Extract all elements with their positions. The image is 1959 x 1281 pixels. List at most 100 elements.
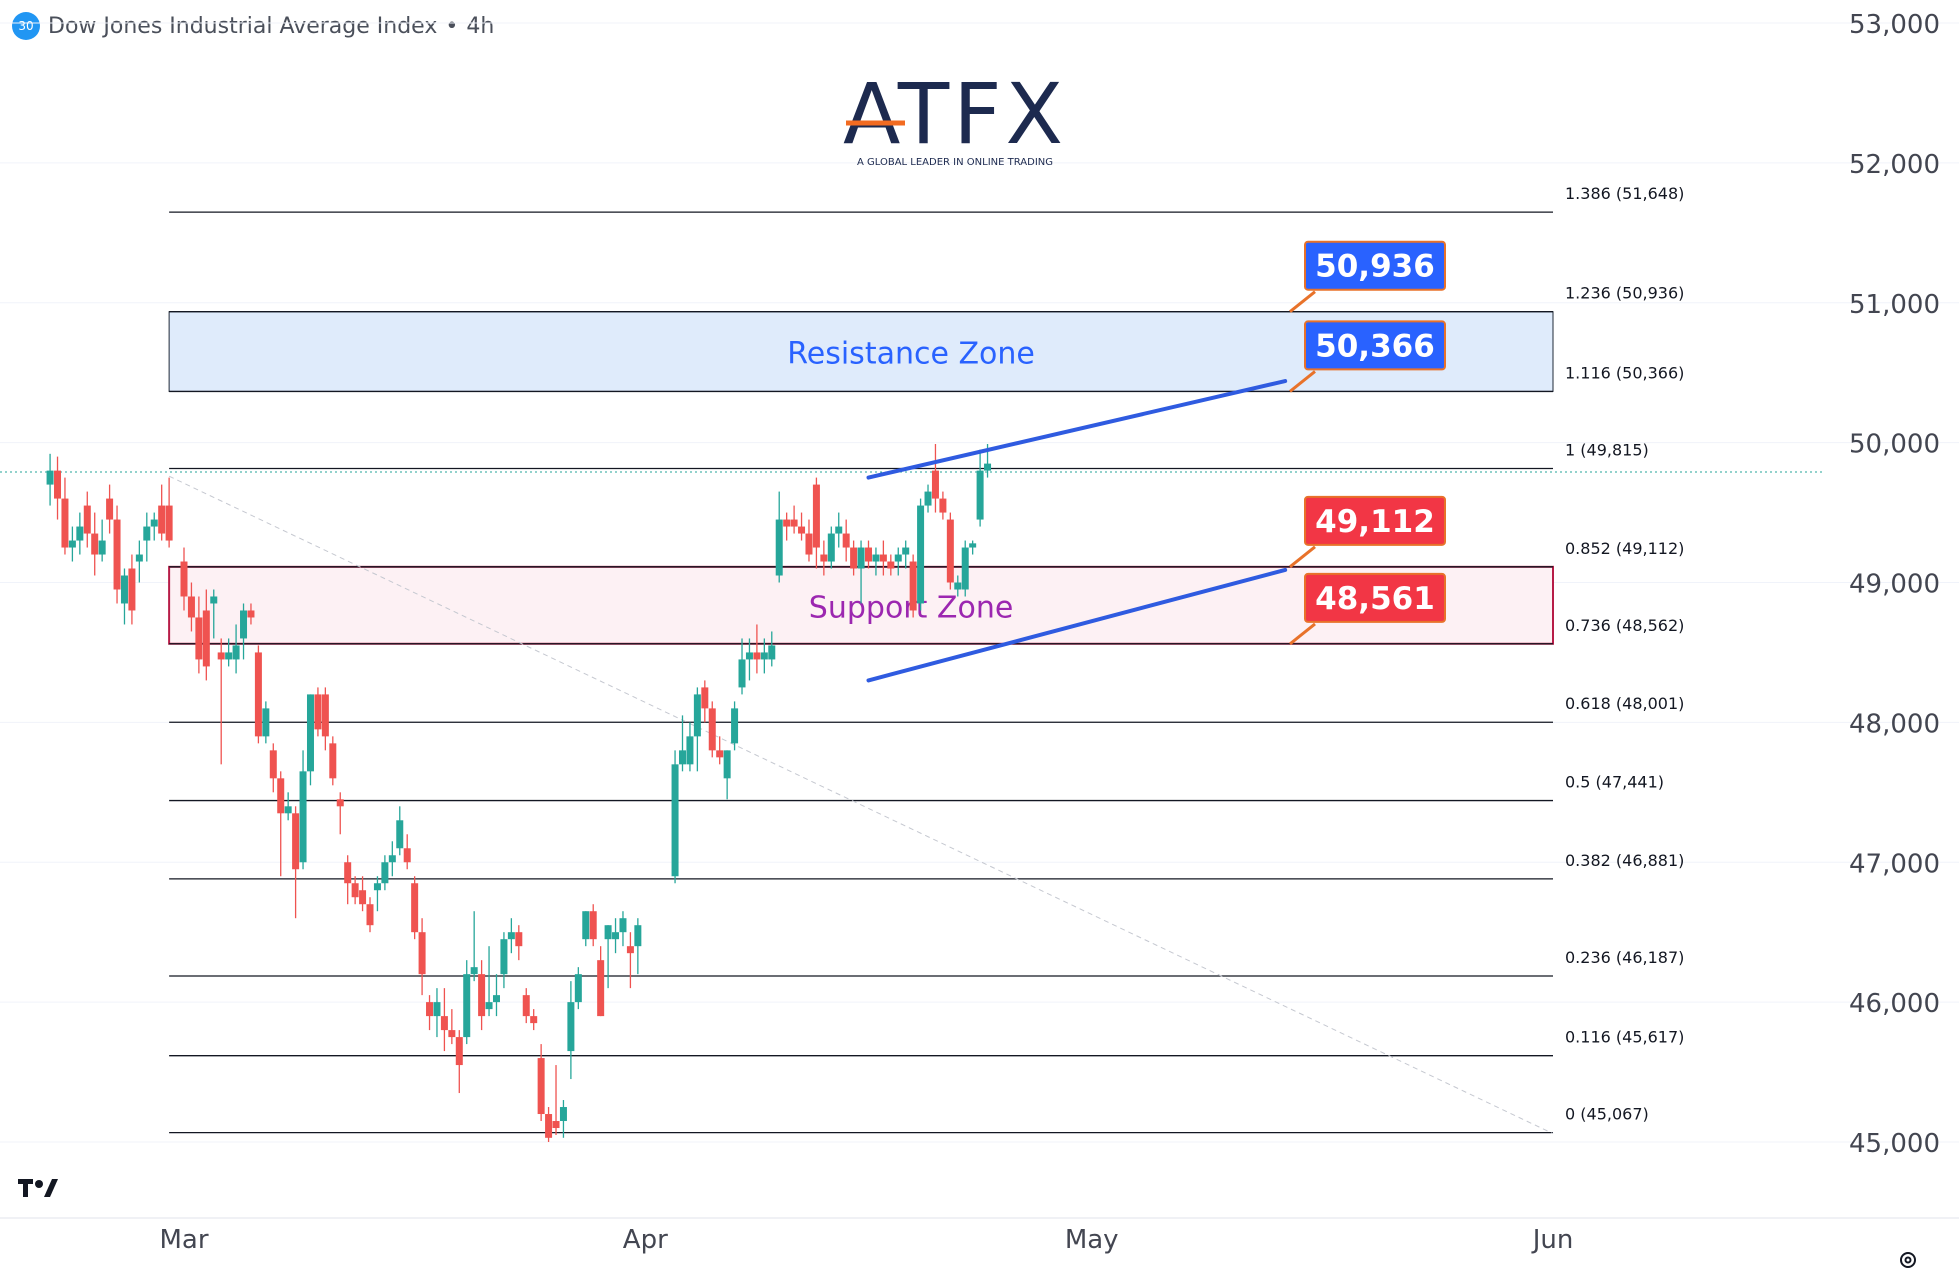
- price-label-box: [1304, 572, 1446, 623]
- candle-down: [113, 519, 121, 590]
- candle-up: [738, 659, 746, 688]
- symbol-title: Dow Jones Industrial Average Index: [48, 13, 438, 39]
- candle-up: [954, 582, 962, 590]
- candle-up: [463, 974, 471, 1038]
- candle-down: [552, 1121, 560, 1129]
- candle-up: [827, 533, 835, 562]
- candle-down: [329, 743, 337, 779]
- candle-down: [344, 862, 352, 884]
- candle-down: [783, 519, 791, 527]
- y-tick-label: 49,000: [1849, 570, 1940, 600]
- candle-up: [299, 771, 307, 863]
- candle-down: [359, 890, 367, 905]
- candle-up: [396, 820, 404, 849]
- candle-down: [537, 1058, 545, 1115]
- candle-down: [455, 1037, 463, 1066]
- candle-down: [812, 484, 820, 548]
- price-label-text: 50,936: [1315, 249, 1435, 285]
- title-separator: •: [445, 13, 459, 39]
- candle-up: [634, 925, 642, 947]
- candle-up: [671, 764, 679, 877]
- y-tick-label: 47,000: [1849, 849, 1940, 879]
- candle-down: [939, 498, 947, 513]
- candle-down: [805, 533, 813, 555]
- price-label-pointer: [1289, 370, 1316, 393]
- price-labels-layer: 50,936 50,366 49,112 48,561: [1289, 240, 1446, 646]
- candle-down: [61, 498, 69, 548]
- candle-up: [686, 736, 694, 765]
- candle-up: [582, 911, 590, 940]
- price-label-pointer: [1289, 290, 1316, 313]
- candle-up: [210, 596, 218, 604]
- candle-down: [545, 1114, 553, 1138]
- candle-down: [202, 610, 210, 667]
- candle-up: [835, 526, 843, 534]
- y-axis[interactable]: 45,000 46,000 47,000 48,000 49,000 50,000 51,0…: [1849, 10, 1940, 1159]
- candle-down: [708, 708, 716, 751]
- candle-down: [478, 974, 486, 1017]
- candle-up: [872, 554, 880, 562]
- candle-down: [946, 519, 954, 583]
- candle-down: [753, 652, 761, 660]
- y-tick-label: 45,000: [1849, 1129, 1940, 1159]
- candle-down: [931, 470, 939, 499]
- atfx-logo-text: ATFX: [843, 65, 1067, 163]
- price-label-text: 49,112: [1315, 504, 1435, 540]
- candle-up: [678, 750, 686, 765]
- fib-label: 0.236 (46,187): [1565, 948, 1684, 967]
- x-axis[interactable]: Mar Apr May Jun: [159, 1225, 1573, 1255]
- candle-up: [381, 862, 389, 884]
- candle-down: [589, 911, 597, 940]
- candle-down: [426, 1002, 434, 1017]
- candle-down: [842, 533, 850, 548]
- candle-down: [158, 505, 166, 534]
- candle-down: [217, 652, 225, 660]
- candle-down: [850, 547, 858, 569]
- candle-up: [567, 1002, 575, 1052]
- candle-up: [976, 470, 984, 520]
- candle-down: [522, 995, 530, 1017]
- price-label-box: [1304, 495, 1446, 546]
- candle-up: [961, 547, 969, 590]
- candle-up: [768, 645, 776, 660]
- x-tick-label: May: [1065, 1225, 1119, 1255]
- x-tick-label: Jun: [1531, 1225, 1574, 1255]
- candle-down: [180, 561, 188, 597]
- candle-down: [411, 883, 419, 933]
- candle-down: [798, 526, 806, 534]
- candle-up: [731, 708, 739, 744]
- candle-down: [128, 568, 136, 611]
- candle-down: [626, 946, 634, 954]
- candle-up: [902, 547, 910, 555]
- candle-up: [135, 554, 143, 562]
- candle-up: [225, 652, 233, 660]
- interval-label[interactable]: 4h: [466, 13, 495, 39]
- candle-down: [187, 596, 195, 618]
- candle-down: [269, 750, 277, 779]
- gear-icon[interactable]: [1897, 1249, 1919, 1271]
- candle-down: [314, 694, 322, 730]
- candle-up: [612, 932, 620, 940]
- candle-up: [507, 932, 515, 940]
- fib-label: 1.116 (50,366): [1565, 363, 1684, 382]
- candle-up: [143, 526, 151, 541]
- candle-up: [76, 526, 84, 541]
- candle-down: [195, 617, 203, 660]
- channel-upper-line: [866, 379, 1288, 480]
- candle-up: [284, 806, 292, 814]
- atfx-tagline: A GLOBAL LEADER IN ONLINE TRADING: [857, 157, 1053, 168]
- candle-up: [894, 554, 902, 562]
- candle-down: [597, 960, 605, 1017]
- candle-up: [500, 939, 508, 975]
- candle-up: [574, 974, 582, 1003]
- atfx-logo: ATFX A GLOBAL LEADER IN ONLINE TRADING: [843, 65, 1067, 168]
- candle-up: [232, 645, 240, 660]
- candle-down: [83, 505, 91, 534]
- candle-up: [604, 925, 612, 940]
- candle-down: [530, 1016, 538, 1024]
- y-tick-label: 51,000: [1849, 290, 1940, 320]
- candle-down: [351, 883, 359, 898]
- candle-up: [240, 610, 248, 639]
- x-tick-label: Apr: [623, 1225, 668, 1255]
